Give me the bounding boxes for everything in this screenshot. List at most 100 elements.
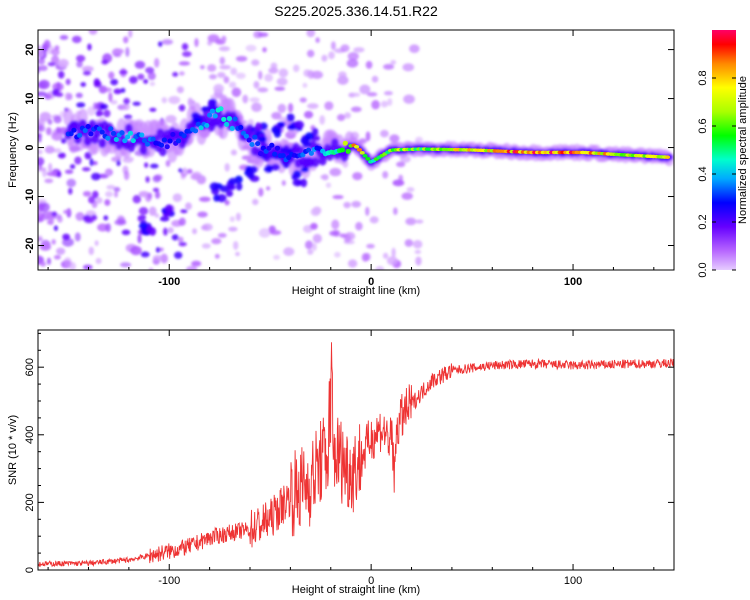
- noise-spot: [180, 209, 188, 214]
- noise-blob: [186, 168, 193, 174]
- ridge-band: [139, 144, 148, 155]
- branch-blob: [209, 182, 220, 191]
- noise-spot: [149, 163, 159, 169]
- noise-blob: [258, 187, 264, 197]
- noise-blob: [235, 212, 241, 222]
- noise-blob: [134, 60, 146, 69]
- branch-blob: [291, 173, 299, 181]
- noise-blob: [152, 254, 163, 261]
- noise-blob: [45, 127, 52, 136]
- noise-spot: [178, 168, 183, 173]
- noise-spot: [57, 70, 65, 79]
- ridge-core: [150, 136, 156, 142]
- noise-blob: [380, 100, 388, 108]
- noise-blob: [402, 63, 415, 72]
- noise-blob: [352, 92, 361, 97]
- noise-blob: [202, 223, 213, 231]
- noise-blob: [339, 233, 347, 238]
- noise-blob: [213, 83, 224, 94]
- ridge-core: [192, 128, 199, 134]
- noise-spot: [123, 114, 133, 120]
- noise-blob: [182, 167, 188, 175]
- noise-blob: [137, 73, 145, 80]
- ridge-core: [342, 140, 348, 146]
- snr-ytick-label: 400: [24, 426, 36, 444]
- ridge-core: [308, 150, 314, 156]
- noise-blob: [179, 71, 185, 76]
- noise-blob: [406, 187, 415, 193]
- noise-blob: [75, 54, 86, 62]
- noise-blob: [67, 93, 73, 101]
- noise-blob: [320, 174, 326, 180]
- ridge-core: [125, 134, 131, 140]
- ridge-core: [243, 133, 249, 139]
- noise-blob: [68, 262, 77, 270]
- noise-blob: [241, 155, 253, 161]
- noise-blob: [94, 240, 99, 246]
- noise-blob: [38, 58, 46, 65]
- noise-blob: [277, 103, 287, 114]
- branch-blob: [254, 122, 262, 132]
- noise-blob: [165, 115, 177, 124]
- ridge-band: [98, 138, 107, 149]
- noise-blob: [329, 230, 339, 237]
- noise-spot: [145, 176, 150, 183]
- noise-blob: [75, 92, 83, 99]
- noise-blob: [405, 217, 417, 226]
- noise-blob: [350, 106, 362, 113]
- noise-blob: [235, 251, 240, 257]
- noise-blob: [106, 184, 116, 190]
- ridge-core: [158, 142, 165, 148]
- noise-spot: [116, 159, 121, 167]
- noise-blob: [390, 60, 397, 65]
- noise-blob: [346, 58, 359, 68]
- noise-spot: [103, 215, 109, 221]
- ridge-core: [110, 130, 117, 136]
- noise-blob: [172, 193, 183, 203]
- noise-blob: [207, 64, 217, 72]
- noise-blob: [235, 72, 246, 79]
- snr-frame: [37, 329, 675, 571]
- branch-blob: [213, 194, 220, 202]
- noise-blob: [281, 180, 286, 186]
- noise-blob: [97, 223, 109, 232]
- noise-blob: [197, 211, 208, 218]
- noise-blob: [283, 247, 295, 256]
- spectrogram-xtick-label: -100: [158, 276, 180, 288]
- noise-blob: [105, 223, 112, 233]
- noise-blob: [38, 91, 47, 97]
- spectrogram-ytick-label: 10: [24, 92, 36, 104]
- noise-blob: [63, 209, 71, 215]
- noise-blob: [74, 156, 82, 165]
- noise-blob: [223, 76, 230, 84]
- noise-blob: [270, 62, 278, 70]
- colorbar-tick-label: 0.0: [697, 262, 709, 277]
- noise-blob: [361, 252, 369, 262]
- spectrogram-xtick-label: 0: [368, 276, 374, 288]
- noise-spot: [69, 164, 76, 170]
- ridge-core: [274, 145, 281, 151]
- noise-blob: [276, 77, 288, 86]
- noise-blob: [245, 44, 257, 52]
- noise-spot: [68, 187, 73, 195]
- noise-blob: [347, 51, 359, 61]
- noise-blob: [311, 70, 324, 79]
- spectrogram-ytick-label: 20: [24, 43, 36, 55]
- branch-blob: [300, 178, 308, 188]
- ridge-core: [113, 136, 119, 142]
- noise-blob: [95, 197, 103, 204]
- ridge-core: [269, 142, 275, 148]
- ridge-core: [82, 128, 88, 134]
- noise-blob: [396, 161, 406, 168]
- noise-blob: [104, 199, 111, 206]
- noise-blob: [62, 237, 74, 247]
- ridge-core: [257, 151, 264, 157]
- noise-blob: [355, 221, 363, 231]
- noise-blob: [201, 243, 211, 249]
- noise-blob: [307, 249, 314, 255]
- noise-blob: [371, 100, 380, 110]
- branch-blob: [235, 182, 243, 191]
- noise-blob: [88, 246, 95, 256]
- noise-blob: [64, 169, 74, 175]
